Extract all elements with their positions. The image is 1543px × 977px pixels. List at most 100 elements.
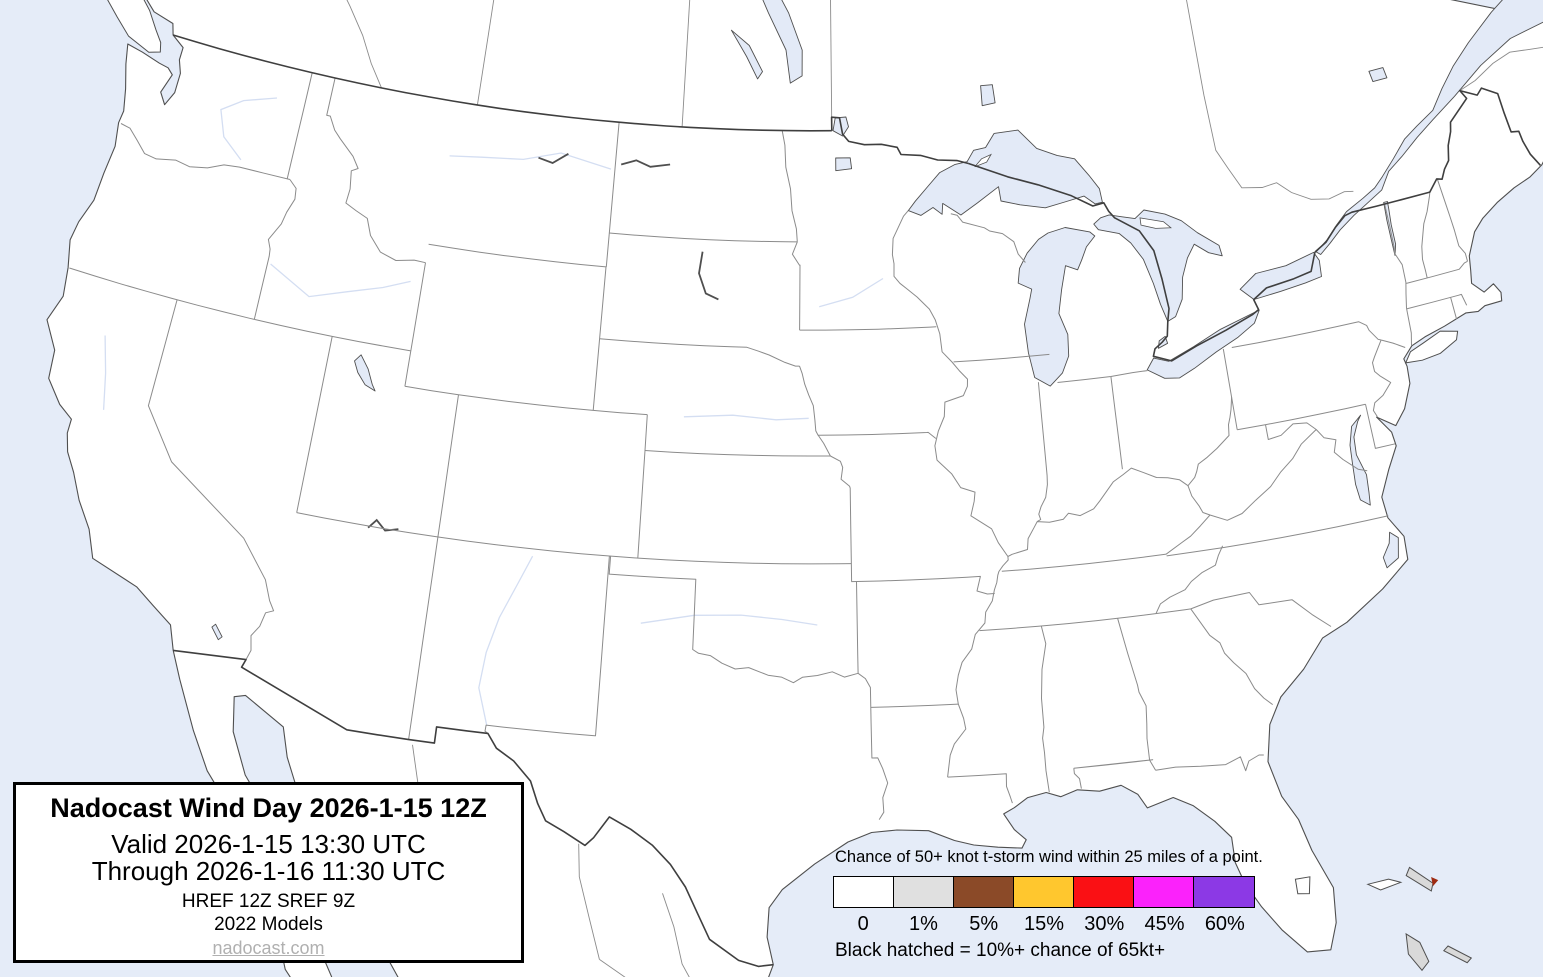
through-time: Through 2026-1-16 11:30 UTC [91,856,446,886]
state-border-5 [254,318,411,352]
rivers [102,97,884,726]
lac-st-jean [1368,67,1388,83]
legend-label-60: 60% [1204,913,1245,935]
legend-swatch-5 [954,877,1014,907]
province-border-3 [830,0,833,131]
state-border-47 [870,703,959,708]
state-border-52 [1380,339,1406,348]
river-3 [640,614,818,626]
province-border-4 [1186,0,1354,200]
legend-swatch-0 [834,877,894,907]
state-border-27 [1057,370,1148,383]
legend-swatch-60 [1194,877,1254,907]
state-border-36 [1117,618,1157,771]
state-border-17 [599,338,800,367]
state-border-41 [851,575,995,595]
state-border-39 [1073,768,1082,789]
state-border-28 [1222,348,1238,430]
state-border-0 [120,123,291,180]
state-border-51 [1231,321,1382,348]
long-island [1404,330,1459,364]
legend-swatch-45 [1134,877,1194,907]
river-6 [819,277,884,308]
state-borders [69,72,1468,820]
state-border-1 [69,267,255,320]
probability-legend: Chance of 50+ knot t-storm wind within 2… [833,848,1263,962]
chesapeake-bay [1349,414,1371,506]
valid-time: Valid 2026-1-15 13:30 UTC [111,829,426,859]
river-2 [102,335,107,410]
state-border-9 [428,243,607,268]
bahamas-islands [1366,866,1473,972]
state-border-45 [484,555,610,737]
state-border-32 [1155,545,1224,614]
model-year: 2022 Models [214,914,323,935]
state-border-8 [326,77,426,264]
state-border-59 [1165,514,1211,555]
state-border-62 [1450,297,1458,320]
state-border-31 [1166,515,1389,557]
state-border-43 [856,581,859,674]
nadocast-link[interactable]: nadocast.com [212,938,325,958]
lake-nipigon [980,84,996,107]
state-border-21 [799,326,937,331]
state-border-44 [608,556,859,684]
state-border-60 [1384,203,1412,346]
legend-label-45: 45% [1144,913,1185,935]
state-border-2 [286,72,313,180]
state-border-16 [609,232,798,243]
national-border-3 [1314,87,1541,253]
forecast-title: Nadocast Wind Day 2026-1-15 12Z [50,793,487,823]
lake-michigan [1017,227,1096,387]
legend-label-0: 0 [857,913,869,935]
national-border-4 [173,649,774,968]
state-border-4 [147,299,275,660]
state-border-35 [1190,608,1273,706]
state-border-33 [979,608,1191,632]
province-border-1 [476,0,495,106]
isle-royale [974,153,992,168]
state-border-56 [1265,422,1368,472]
state-border-40 [1040,625,1050,793]
state-border-49 [799,365,831,457]
province-border-5 [1459,46,1543,91]
legend-label-1: 1% [908,913,938,935]
legend-label-5: 5% [969,913,999,935]
state-border-34 [1190,592,1332,627]
river-4 [683,414,809,421]
state-border-14 [408,394,459,740]
abaco-island [1405,866,1434,892]
state-border-25 [1036,382,1048,523]
province-borders [346,0,1543,200]
reservoir-3 [538,153,569,164]
legend-footnote: Black hatched = 10%+ chance of 65kt+ [835,940,1166,961]
province-border-2 [681,0,691,127]
state-border-63 [1406,260,1468,284]
andros-island [1405,932,1430,972]
salton-sea [211,623,223,641]
state-border-48 [817,431,937,439]
st-lawrence-river [1315,0,1543,255]
mexico-border-1 [578,843,600,960]
state-border-29 [1007,397,1233,557]
grand-bahama-island [1366,878,1403,891]
red-lake [835,157,853,172]
state-border-26 [1110,376,1123,470]
state-border-64 [1421,192,1431,279]
state-border-23 [947,773,1013,804]
state-border-53 [1372,339,1392,418]
great-salt-lake [354,354,376,392]
national-border-2 [968,162,1316,362]
province-border-0 [346,0,382,89]
state-border-58 [1187,485,1211,516]
legend-swatch-15 [1014,877,1074,907]
exuma-island [1442,945,1473,964]
state-border-13 [637,414,648,559]
national-border-0 [172,34,832,132]
national-border-1 [830,116,969,165]
state-border-24 [953,353,1050,363]
lake-manitoba [730,29,763,80]
river-0 [220,97,278,161]
state-border-22 [891,210,1009,778]
